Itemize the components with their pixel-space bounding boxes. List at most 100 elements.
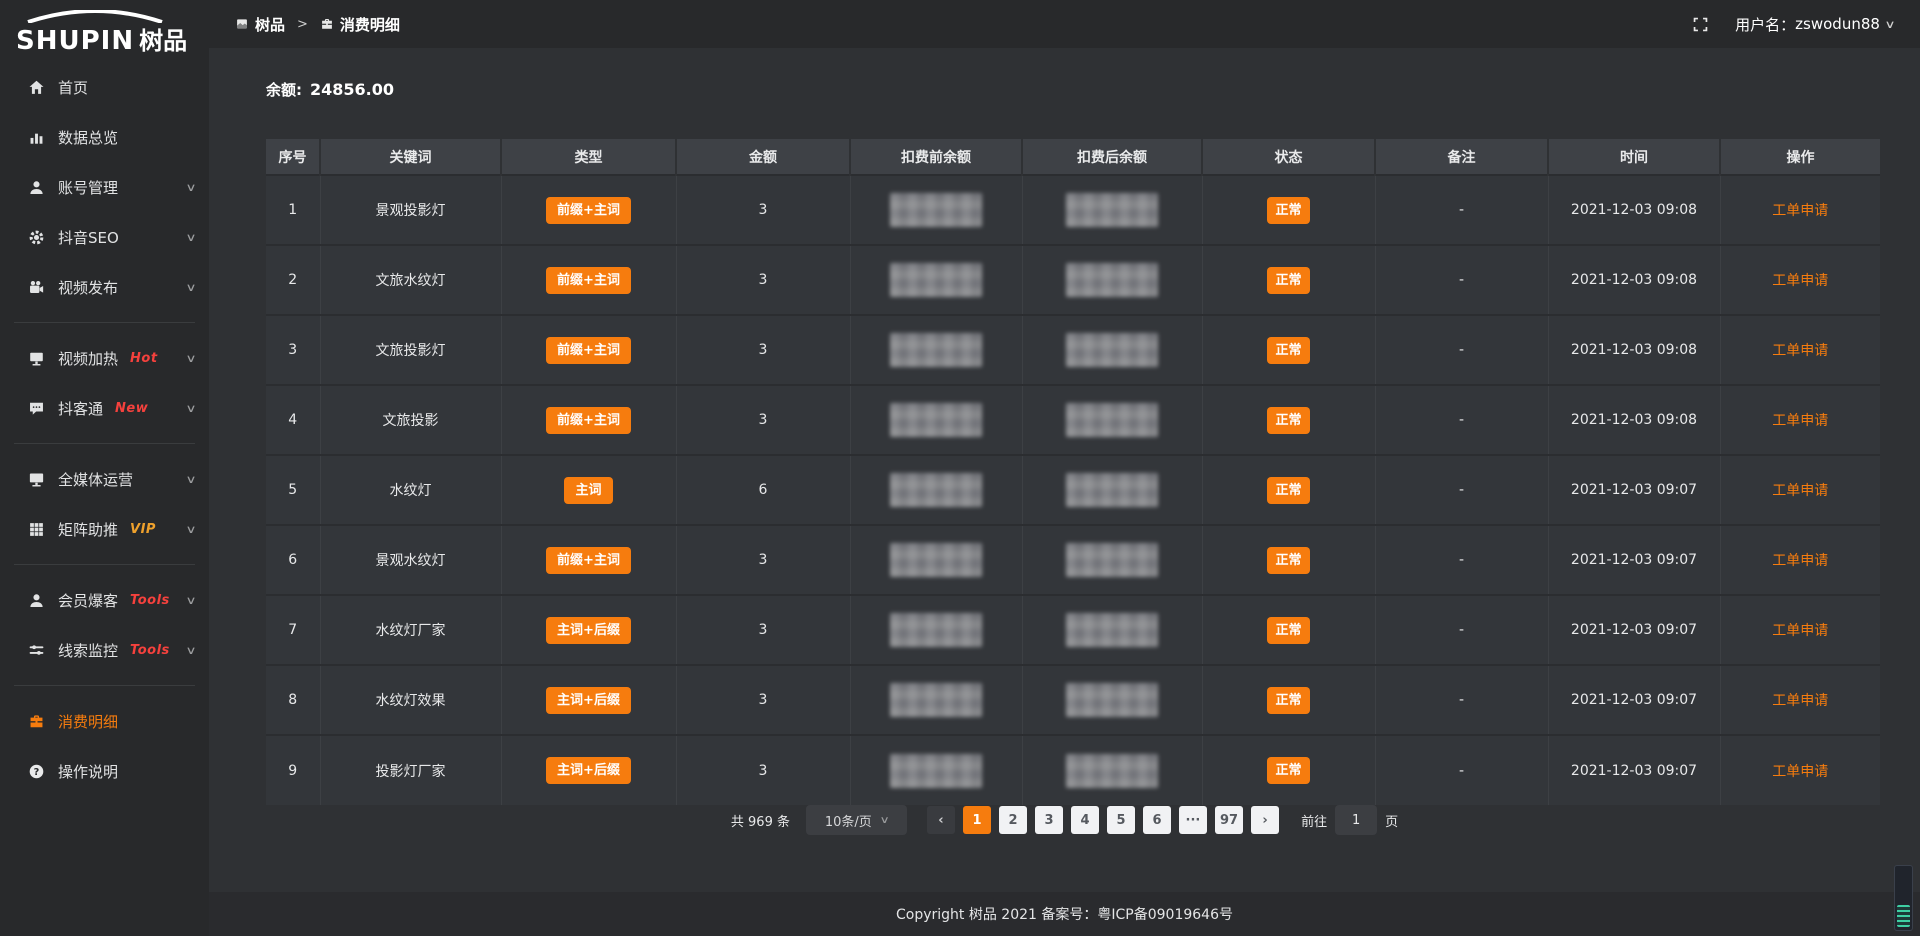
page-button-6[interactable]: 6	[1142, 806, 1171, 834]
page-size-select[interactable]: 10条/页 ∨	[805, 805, 907, 835]
cell-amount: 3	[676, 384, 851, 455]
cell-time: 2021-12-03 09:07	[1548, 454, 1721, 525]
work-order-link[interactable]: 工单申请	[1772, 483, 1829, 499]
cell-action: 工单申请	[1720, 594, 1880, 665]
cell-time: 2021-12-03 09:08	[1548, 384, 1721, 455]
sidebar-item-clue-monitor[interactable]: 线索监控 Tools ∨	[0, 625, 209, 675]
work-order-link[interactable]: 工单申请	[1772, 413, 1829, 429]
column-header: 类型	[501, 139, 677, 175]
page-button-4[interactable]: 4	[1070, 806, 1099, 834]
cell-amount: 3	[676, 594, 851, 665]
cell-amount: 3	[676, 314, 851, 385]
sidebar-item-data-overview[interactable]: 数据总览	[0, 112, 209, 162]
more-pages-button[interactable]: ···	[1178, 806, 1207, 834]
cell-pre-balance	[850, 454, 1023, 525]
chevron-down-icon[interactable]: ∨	[1884, 17, 1896, 31]
table-row: 4 文旅投影 前缀+主词 3 正常 - 2021-12-03 09:08 工单申请	[266, 384, 1880, 455]
page-button-3[interactable]: 3	[1034, 806, 1063, 834]
page-button-1[interactable]: 1	[962, 806, 991, 834]
breadcrumb-root[interactable]: 树品	[255, 15, 286, 34]
amount-value: 3	[758, 412, 768, 428]
column-header: 扣费前余额	[850, 139, 1023, 175]
sidebar-item-consumption-detail[interactable]: 消费明细	[0, 696, 209, 746]
next-page-button[interactable]: ›	[1251, 806, 1280, 834]
sidebar-item-all-media-operation[interactable]: 全媒体运营 ∨	[0, 454, 209, 504]
work-order-link[interactable]: 工单申请	[1772, 623, 1829, 639]
cell-pre-balance	[850, 314, 1023, 385]
amount-value: 3	[758, 272, 768, 288]
grid-icon	[28, 521, 45, 538]
keyword-text: 水纹灯厂家	[375, 623, 446, 639]
pre-balance-redacted	[890, 263, 982, 297]
pre-balance-redacted	[890, 683, 982, 717]
type-badge: 主词+后缀	[546, 757, 631, 784]
work-order-link[interactable]: 工单申请	[1772, 763, 1829, 780]
sidebar-divider	[14, 685, 195, 686]
work-order-link[interactable]: 工单申请	[1772, 343, 1829, 359]
table-row: 8 水纹灯效果 主词+后缀 3 正常 - 2021-12-03 09:07 工单申请	[266, 664, 1880, 735]
username-label: 用户名：	[1735, 15, 1796, 34]
sidebar-item-member-burst[interactable]: 会员爆客 Tools ∨	[0, 575, 209, 625]
username-value[interactable]: zswodun88	[1795, 15, 1880, 33]
sidebar-item-douyin-seo[interactable]: 抖音SEO ∨	[0, 212, 209, 262]
work-order-link[interactable]: 工单申请	[1772, 693, 1829, 709]
cell-amount: 3	[676, 244, 851, 315]
pre-balance-redacted	[890, 333, 982, 367]
cell-post-balance	[1022, 384, 1203, 455]
work-order-link[interactable]: 工单申请	[1772, 203, 1829, 219]
sidebar-item-account-management[interactable]: 账号管理 ∨	[0, 162, 209, 212]
sidebar-item-tag: Tools	[130, 642, 170, 658]
cell-time: 2021-12-03 09:08	[1548, 244, 1721, 315]
sidebar-item-home[interactable]: 首页	[0, 62, 209, 112]
screen-icon	[28, 350, 45, 367]
cell-type: 主词+后缀	[501, 734, 677, 805]
cell-pre-balance	[850, 524, 1023, 595]
cell-type: 主词	[501, 454, 677, 525]
pre-balance-redacted	[890, 403, 982, 437]
page-button-2[interactable]: 2	[998, 806, 1027, 834]
cell-pre-balance	[850, 664, 1023, 735]
amount-value: 3	[758, 342, 768, 358]
column-header: 时间	[1548, 139, 1721, 175]
breadcrumb: 树品 > 消费明细	[235, 14, 400, 35]
cell-amount: 3	[676, 524, 851, 595]
work-order-link[interactable]: 工单申请	[1772, 273, 1829, 289]
prev-page-button[interactable]: ‹	[926, 806, 955, 834]
status-badge: 正常	[1267, 196, 1310, 224]
sidebar-item-doukotong[interactable]: 抖客通 New ∨	[0, 383, 209, 433]
cell-index: 1	[266, 174, 321, 245]
sidebar-item-label: 全媒体运营	[58, 470, 134, 489]
cell-index: 8	[266, 664, 321, 735]
type-badge: 主词+后缀	[546, 616, 631, 644]
page-button-97[interactable]: 97	[1214, 806, 1244, 834]
time-text: 2021-12-03 09:08	[1570, 272, 1698, 288]
status-badge: 正常	[1267, 476, 1310, 504]
cell-status: 正常	[1202, 244, 1376, 315]
cell-time: 2021-12-03 09:07	[1548, 524, 1721, 595]
cell-status: 正常	[1202, 454, 1376, 525]
app-logo[interactable]: SHUPIN 树品	[0, 0, 209, 62]
time-text: 2021-12-03 09:07	[1570, 762, 1698, 779]
column-header: 备注	[1375, 139, 1549, 175]
keyword-text: 水纹灯	[389, 483, 432, 499]
cell-time: 2021-12-03 09:07	[1548, 594, 1721, 665]
floating-widget[interactable]	[1894, 865, 1913, 931]
fullscreen-icon[interactable]	[1692, 16, 1709, 33]
goto-page-input[interactable]	[1335, 805, 1378, 835]
page-button-5[interactable]: 5	[1106, 806, 1135, 834]
cell-post-balance	[1022, 244, 1203, 315]
work-order-link[interactable]: 工单申请	[1772, 553, 1829, 569]
cell-action: 工单申请	[1720, 174, 1880, 245]
sidebar-item-video-heat[interactable]: 视频加热 Hot ∨	[0, 333, 209, 383]
cell-amount: 3	[676, 664, 851, 735]
sidebar-item-matrix-boost[interactable]: 矩阵助推 VIP ∨	[0, 504, 209, 554]
sidebar-item-tag: VIP	[130, 521, 156, 537]
type-badge: 前缀+主词	[546, 196, 631, 224]
row-index: 9	[288, 762, 298, 779]
pre-balance-redacted	[890, 613, 982, 647]
remark-text: -	[1458, 552, 1465, 568]
sidebar-item-video-publish[interactable]: 视频发布 ∨	[0, 262, 209, 312]
sidebar-item-label: 矩阵助推	[58, 520, 119, 539]
sidebar-item-operation-guide[interactable]: ? 操作说明	[0, 746, 209, 796]
